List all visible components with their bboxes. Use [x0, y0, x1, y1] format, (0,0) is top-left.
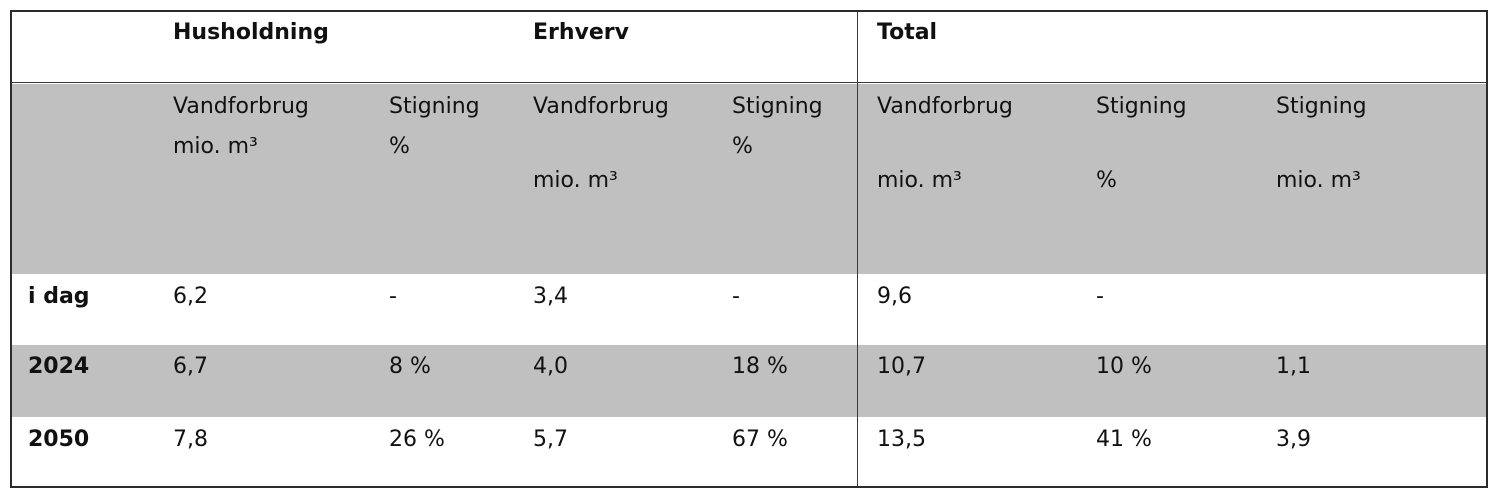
- subheader-total-increase-percent: Stigning %: [1096, 94, 1187, 193]
- cell-business-increase: 67 %: [732, 427, 788, 452]
- subheader-unit: %: [1096, 168, 1117, 193]
- cell-household-consumption: 7,8: [173, 427, 208, 452]
- row-label: i dag: [28, 284, 90, 309]
- cell-total-consumption: 13,5: [877, 427, 926, 452]
- group-header-business: Erhverv: [533, 20, 629, 45]
- header-divider: [12, 82, 1486, 83]
- cell-household-increase: -: [389, 284, 397, 309]
- total-column-divider: [857, 12, 858, 486]
- cell-business-increase: 18 %: [732, 354, 788, 379]
- subheader-unit: mio. m³: [877, 168, 962, 193]
- subheader-text: Vandforbrug: [173, 94, 309, 119]
- cell-business-consumption: 3,4: [533, 284, 568, 309]
- subheader-text: Vandforbrug: [877, 94, 1013, 119]
- cell-total-increase-volume: 3,9: [1276, 427, 1311, 452]
- cell-household-increase: 26 %: [389, 427, 445, 452]
- subheader-business-consumption: Vandforbrug mio. m³: [533, 94, 669, 193]
- subheader-text: Stigning: [732, 94, 823, 119]
- cell-total-increase-percent: 10 %: [1096, 354, 1152, 379]
- cell-total-increase-percent: 41 %: [1096, 427, 1152, 452]
- subheader-text: Vandforbrug: [533, 94, 669, 119]
- cell-total-increase-percent: -: [1096, 284, 1104, 309]
- cell-business-increase: -: [732, 284, 740, 309]
- subheader-household-increase: Stigning %: [389, 94, 480, 159]
- group-header-total: Total: [877, 20, 938, 45]
- water-consumption-table: Husholdning Erhverv Total Vandforbrug mi…: [10, 10, 1488, 488]
- subheader-unit: mio. m³: [533, 168, 618, 193]
- subheader-unit: %: [732, 134, 753, 159]
- cell-total-increase-volume: 1,1: [1276, 354, 1311, 379]
- subheader-text: Stigning: [389, 94, 480, 119]
- subheader-unit: mio. m³: [173, 134, 258, 159]
- subheader-total-increase-volume: Stigning mio. m³: [1276, 94, 1367, 193]
- cell-business-consumption: 5,7: [533, 427, 568, 452]
- subheader-band: [12, 84, 1486, 274]
- cell-total-consumption: 9,6: [877, 284, 912, 309]
- cell-total-consumption: 10,7: [877, 354, 926, 379]
- subheader-unit: %: [389, 134, 410, 159]
- cell-household-consumption: 6,7: [173, 354, 208, 379]
- row-label: 2050: [28, 427, 90, 452]
- cell-household-increase: 8 %: [389, 354, 431, 379]
- row-label: 2024: [28, 354, 90, 379]
- cell-business-consumption: 4,0: [533, 354, 568, 379]
- cell-household-consumption: 6,2: [173, 284, 208, 309]
- group-header-household: Husholdning: [173, 20, 329, 45]
- row-band-2024: [12, 345, 1486, 417]
- subheader-text: Stigning: [1096, 94, 1187, 119]
- subheader-unit: mio. m³: [1276, 168, 1361, 193]
- subheader-household-consumption: Vandforbrug mio. m³: [173, 94, 309, 159]
- subheader-business-increase: Stigning %: [732, 94, 823, 159]
- subheader-text: Stigning: [1276, 94, 1367, 119]
- subheader-total-consumption: Vandforbrug mio. m³: [877, 94, 1013, 193]
